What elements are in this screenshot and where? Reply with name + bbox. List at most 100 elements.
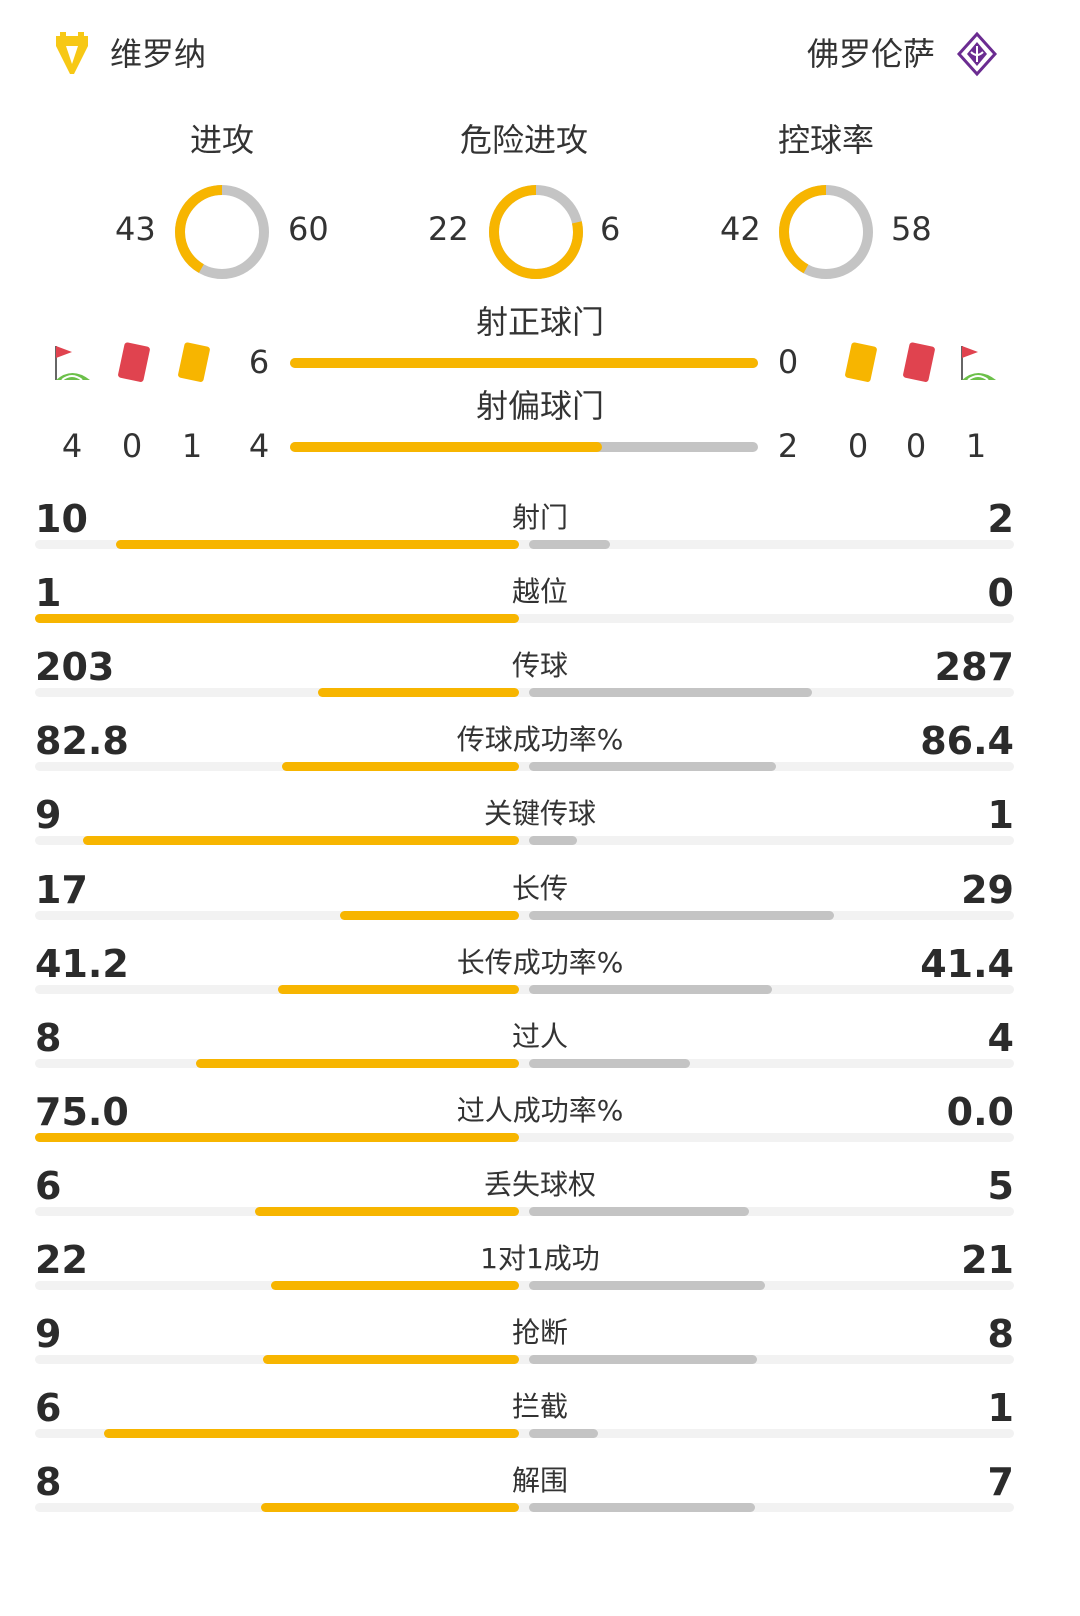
stat-away-value: 4 <box>987 1015 1014 1060</box>
donut-home-possession: 42 <box>720 210 761 248</box>
stat-track <box>35 540 1014 549</box>
donut-title-dangerous-attack: 危险进攻 <box>459 121 588 159</box>
stat-home-bar <box>340 910 519 920</box>
stat-home-bar <box>115 540 519 549</box>
stat-home-value: 41.2 <box>35 941 129 986</box>
stat-away-bar <box>529 762 777 772</box>
shots-off-target-bar <box>290 442 758 452</box>
stat-home-value: 6 <box>35 1163 62 1208</box>
stat-home-bar <box>277 984 519 994</box>
stat-track <box>35 836 1014 846</box>
shots-on-target-title: 射正球门 <box>475 303 604 341</box>
stat-home-bar <box>260 1503 519 1513</box>
stat-label: 关键传球 <box>483 797 596 831</box>
donut-away-possession: 58 <box>891 210 932 248</box>
stat-track <box>35 1281 1014 1290</box>
stat-away-value: 1 <box>987 793 1014 838</box>
donut-chart-dangerous-attack <box>489 185 583 279</box>
away-red-count: 0 <box>905 427 927 465</box>
stat-home-bar <box>83 836 519 846</box>
donut-away-attack: 60 <box>288 210 329 248</box>
stat-label: 长传成功率% <box>456 945 624 979</box>
stat-away-value: 1 <box>987 1386 1014 1431</box>
stat-home-bar <box>271 1281 519 1290</box>
stat-away-bar <box>529 910 835 920</box>
home-red-card-icon <box>111 340 155 384</box>
donut-home-dangerous-attack: 22 <box>428 210 469 248</box>
stat-away-bar <box>529 984 772 994</box>
shots-off-target-home: 4 <box>248 427 270 465</box>
away-yellow-count: 0 <box>847 427 869 465</box>
stat-away-bar <box>529 1355 757 1365</box>
stat-away-bar <box>529 688 813 698</box>
stat-away-bar <box>529 540 610 549</box>
stat-track <box>35 1132 1014 1142</box>
stat-label: 丢失球权 <box>483 1167 596 1201</box>
stat-label: 解围 <box>511 1464 568 1498</box>
stat-track <box>35 984 1014 994</box>
donut-away-dangerous-attack: 6 <box>600 210 621 248</box>
stat-away-bar <box>529 1281 766 1290</box>
stat-away-value: 41.4 <box>920 941 1014 986</box>
stat-home-bar <box>196 1058 519 1068</box>
stat-home-value: 82.8 <box>35 719 129 764</box>
stat-track <box>35 910 1014 920</box>
shots-on-target-bar <box>290 358 758 368</box>
stat-label: 越位 <box>511 575 568 609</box>
fiorentina-logo <box>955 30 999 78</box>
stat-home-bar <box>282 762 519 772</box>
home-yellow-count: 1 <box>181 427 203 465</box>
stat-home-value: 8 <box>35 1015 62 1060</box>
stat-label: 传球 <box>511 649 568 683</box>
stat-home-bar <box>262 1355 519 1365</box>
stat-away-value: 8 <box>987 1312 1014 1357</box>
stat-away-value: 287 <box>934 645 1014 690</box>
stat-away-bar <box>529 1503 755 1513</box>
stat-label: 过人 <box>511 1019 568 1053</box>
stat-away-bar <box>529 1058 691 1068</box>
stat-track <box>35 1058 1014 1068</box>
stat-home-value: 6 <box>35 1386 62 1431</box>
stat-track <box>35 1206 1014 1216</box>
stat-label: 过人成功率% <box>456 1093 624 1127</box>
donut-home-attack: 43 <box>115 210 156 248</box>
stat-track <box>35 1429 1014 1439</box>
stat-away-value: 86.4 <box>920 719 1014 764</box>
stat-label: 抢断 <box>511 1316 568 1350</box>
stat-away-value: 0 <box>987 571 1014 616</box>
stat-home-value: 8 <box>35 1460 62 1505</box>
shots-on-target-home-fill <box>290 358 758 368</box>
stat-track <box>35 762 1014 772</box>
stat-home-value: 75.0 <box>35 1089 129 1134</box>
stat-label: 射门 <box>511 501 568 534</box>
home-corners-count: 4 <box>61 427 83 465</box>
verona-logo <box>50 30 94 78</box>
stat-away-value: 5 <box>987 1163 1014 1208</box>
away-corner-flag-icon <box>956 342 1000 386</box>
stat-away-bar <box>529 1206 749 1216</box>
away-yellow-card-icon <box>838 340 882 384</box>
stat-label: 拦截 <box>511 1390 568 1424</box>
stat-home-value: 10 <box>35 497 88 541</box>
stat-label: 传球成功率% <box>456 723 624 757</box>
stat-away-value: 7 <box>987 1460 1014 1505</box>
stat-home-value: 1 <box>35 571 62 616</box>
home-red-count: 0 <box>121 427 143 465</box>
stat-home-bar <box>318 688 519 698</box>
stat-home-value: 9 <box>35 793 62 838</box>
stat-track <box>35 688 1014 698</box>
shots-off-target-away: 2 <box>777 427 799 465</box>
stat-track <box>35 614 1014 624</box>
stat-home-bar <box>35 614 519 624</box>
away-corners-count: 1 <box>965 427 987 465</box>
stat-label: 长传 <box>511 871 568 905</box>
stat-away-bar <box>529 1429 599 1439</box>
stat-track <box>35 1503 1014 1513</box>
stat-track <box>35 1355 1014 1365</box>
donut-chart-possession <box>779 185 873 279</box>
stat-home-bar <box>104 1429 519 1439</box>
donut-chart-attack <box>175 185 269 279</box>
shots-on-target-home: 6 <box>248 343 270 381</box>
shots-off-target-home-fill <box>290 442 602 452</box>
home-yellow-card-icon <box>171 340 215 384</box>
